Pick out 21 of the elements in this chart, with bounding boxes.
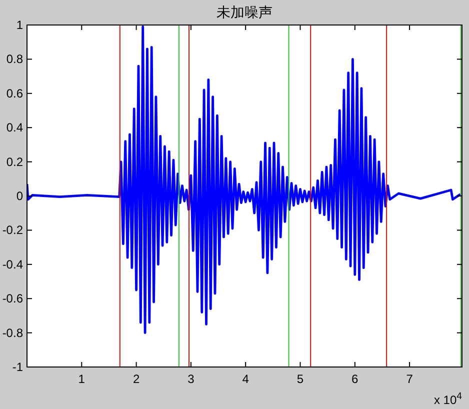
- x-tick-label: 3: [188, 372, 195, 386]
- x-tick-label: 4: [242, 372, 250, 386]
- chart-title: 未加噪声: [216, 4, 272, 20]
- y-tick-label: 1: [16, 18, 24, 32]
- y-tick-label: 0.6: [6, 86, 24, 100]
- y-tick-label: 0.2: [6, 154, 24, 169]
- x-tick-label: 1: [78, 372, 86, 386]
- y-tick-label: 0: [16, 189, 24, 203]
- text: x 10$^{4}$: [434, 390, 463, 407]
- x-tick-label: 2: [132, 372, 140, 386]
- y-tick-label: -1: [12, 360, 24, 374]
- x-tick-label: 7: [406, 372, 414, 386]
- y-tick-label: -0.6: [2, 292, 24, 306]
- x-tick-label: 5: [296, 372, 304, 386]
- y-tick-label: -0.4: [2, 257, 24, 272]
- y-tick-label: 0.8: [6, 52, 24, 66]
- y-tick-label: -0.2: [2, 223, 24, 238]
- line-series: [27, 26, 462, 334]
- x-tick-label: 6: [352, 372, 359, 386]
- y-tick-label: -0.8: [2, 326, 24, 340]
- y-tick-label: 0.4: [6, 120, 24, 135]
